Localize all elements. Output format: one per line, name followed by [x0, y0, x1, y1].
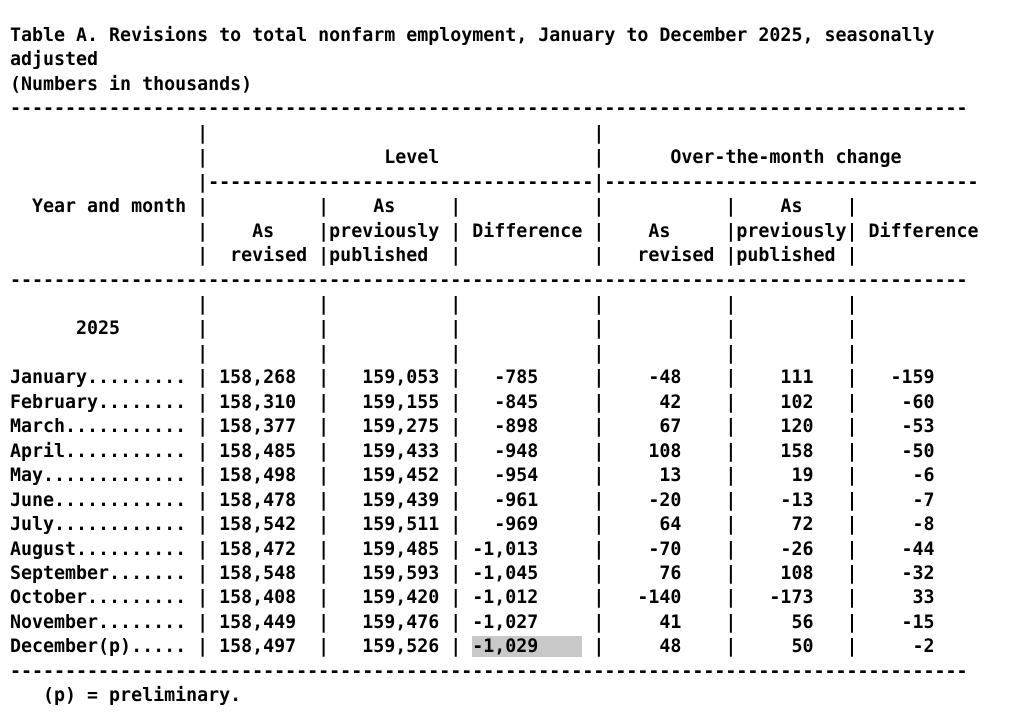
title-line-3: (Numbers in thousands): [10, 73, 253, 95]
table-row-september: September....... | 158,548 | 159,593 | -…: [10, 562, 979, 584]
table-row-april: April........... | 158,485 | 159,433 | -…: [10, 440, 979, 462]
table-row-march: March........... | 158,377 | 159,275 | -…: [10, 416, 979, 438]
header-group-separator: |-----------------------------------|---…: [10, 171, 979, 193]
year-row: 2025 | | | | | |: [10, 318, 858, 340]
header-row-1: Year and month | | As | | | As |: [10, 196, 858, 218]
separator-header: ----------------------------------------…: [10, 269, 968, 291]
table-row-january: January......... | 158,268 | 159,053 | -…: [10, 367, 979, 389]
table-row-november: November........ | 158,449 | 159,476 | -…: [10, 611, 979, 633]
separator-bottom: ----------------------------------------…: [10, 660, 968, 682]
table-row-june: June............ | 158,478 | 159,439 | -…: [10, 489, 979, 511]
header-spacer-row: | |: [10, 122, 605, 144]
table-row-july: July............ | 158,542 | 159,511 | -…: [10, 514, 979, 536]
body-spacer-row-1: | | | | | |: [10, 293, 858, 315]
header-row-3: | revised |published | | revised |publis…: [10, 245, 858, 267]
highlighted-cell: -1,029: [472, 636, 583, 658]
table-row-february: February........ | 158,310 | 159,155 | -…: [10, 391, 979, 413]
table-row-decemberp: December(p)..... | 158,497 | 159,526 | -…: [10, 636, 979, 658]
body-spacer-row-2: | | | | | |: [10, 342, 858, 364]
header-row-2: | As |previously | Difference | As |prev…: [10, 220, 979, 242]
table-row-may: May............. | 158,498 | 159,452 | -…: [10, 465, 979, 487]
separator-top: ----------------------------------------…: [10, 98, 968, 120]
title-line-2: adjusted: [10, 49, 99, 71]
table-row-october: October......... | 158,408 | 159,420 | -…: [10, 587, 979, 609]
header-group-row: | Level | Over-the-month change: [10, 147, 902, 169]
table-row-august: August.......... | 158,472 | 159,485 | -…: [10, 538, 979, 560]
footnote: (p) = preliminary.: [10, 685, 242, 707]
title-line-1: Table A. Revisions to total nonfarm empl…: [10, 25, 935, 46]
